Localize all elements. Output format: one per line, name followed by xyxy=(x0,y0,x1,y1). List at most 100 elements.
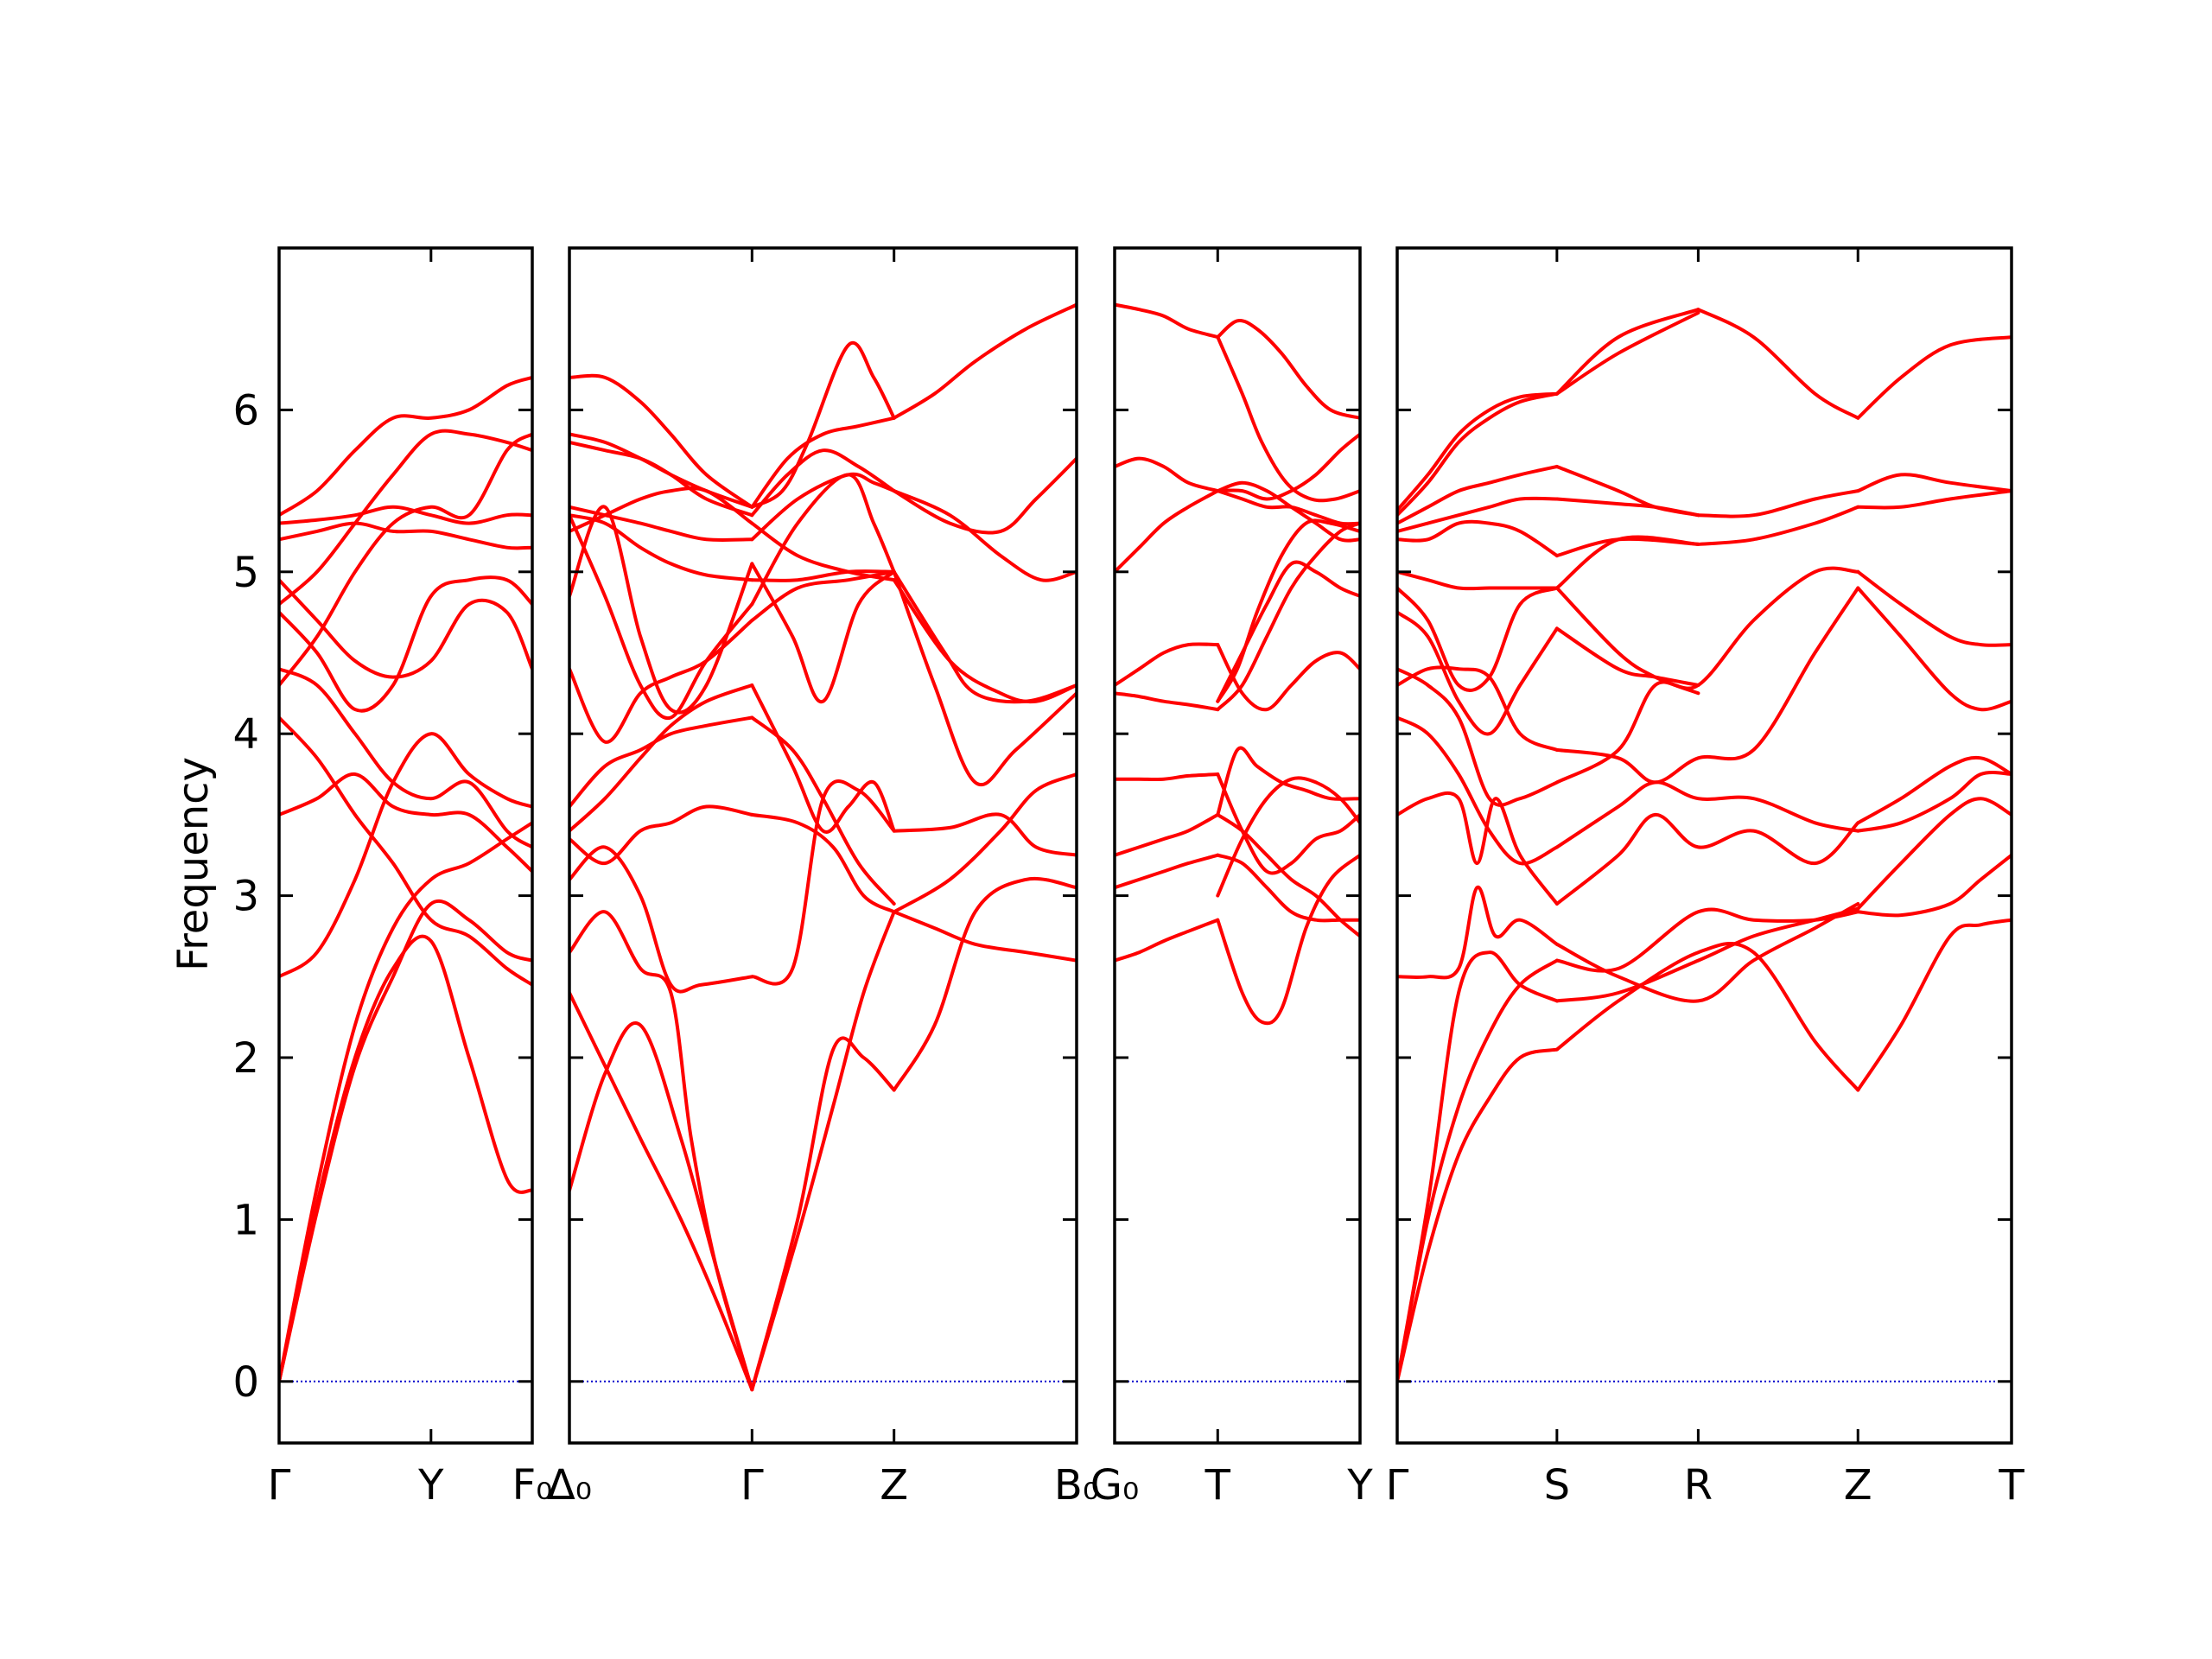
band-line xyxy=(1397,519,1559,558)
band-line xyxy=(750,562,896,703)
band-line xyxy=(1115,918,1220,963)
band-line xyxy=(892,876,1077,1092)
band-line xyxy=(279,575,532,713)
band-line xyxy=(279,715,532,987)
band-line xyxy=(1554,906,1860,1003)
x-tick-label: Y xyxy=(417,1461,444,1510)
band-line xyxy=(892,489,1077,582)
band-line xyxy=(750,569,896,582)
band-line xyxy=(1216,772,1360,875)
band-line xyxy=(1115,772,1220,781)
x-tick-label: B₀ xyxy=(1054,1461,1099,1510)
band-line xyxy=(750,472,896,542)
x-tick-label: Γ xyxy=(1386,1461,1409,1510)
band-line xyxy=(1115,456,1220,493)
band-line xyxy=(1696,489,1860,518)
band-line xyxy=(1554,626,1700,687)
band-line xyxy=(569,804,754,866)
band-line xyxy=(1216,319,1360,420)
band-line xyxy=(1115,302,1220,340)
band-line xyxy=(1397,958,1559,1383)
band-line xyxy=(1856,918,2012,1092)
band-line xyxy=(750,715,896,906)
band-line xyxy=(1554,311,1700,396)
band-line xyxy=(279,429,532,607)
band-line xyxy=(1397,465,1559,525)
band-line xyxy=(1856,489,2012,510)
band-line xyxy=(892,569,1077,786)
band-line xyxy=(1554,586,1860,785)
band-line xyxy=(1115,853,1220,890)
x-tick-label: Y xyxy=(1346,1461,1373,1510)
y-tick-label: 6 xyxy=(232,386,259,435)
y-tick-label: 1 xyxy=(232,1196,259,1244)
band-line xyxy=(1856,853,2012,918)
bands xyxy=(1115,302,1360,1026)
panel-frame xyxy=(1113,246,1362,1445)
band-line xyxy=(1115,812,1220,857)
band-line xyxy=(1554,780,1860,849)
band-line xyxy=(569,373,754,509)
panel-frame xyxy=(1395,246,2013,1445)
band-line xyxy=(1554,566,1860,785)
bands xyxy=(279,375,532,1383)
x-tick-label: Δ₀ xyxy=(547,1461,592,1510)
band-line xyxy=(750,779,896,986)
band-line xyxy=(569,440,754,518)
band-line xyxy=(1856,797,2012,911)
band-line xyxy=(1856,586,2012,712)
band-line xyxy=(569,505,754,543)
band-line xyxy=(750,416,896,509)
band-line xyxy=(1216,560,1360,703)
x-tick-label: S xyxy=(1544,1461,1570,1510)
band-line xyxy=(569,1021,754,1392)
band-line xyxy=(892,578,1077,704)
band-line xyxy=(892,569,1077,704)
band-line xyxy=(892,910,1077,963)
band-line xyxy=(1856,770,2012,833)
band-line xyxy=(279,899,532,1383)
band-line xyxy=(279,821,532,1383)
bands xyxy=(1397,308,2012,1383)
band-line xyxy=(1397,665,1559,752)
band-line xyxy=(1554,907,1860,973)
band-line xyxy=(1216,480,1360,543)
band-line xyxy=(569,505,754,715)
band-line xyxy=(569,845,754,994)
panel-frame xyxy=(277,246,534,1445)
band-line xyxy=(1397,667,1559,807)
band-line xyxy=(569,513,754,721)
band-line xyxy=(569,991,754,1392)
band-line xyxy=(892,812,1077,857)
band-line xyxy=(1554,942,1860,1092)
band-line xyxy=(750,910,896,1392)
y-tick-label: 4 xyxy=(232,710,259,759)
panel-frame xyxy=(568,246,1078,1445)
band-line xyxy=(1554,902,1860,1003)
band-line xyxy=(1216,432,1360,501)
band-line xyxy=(1216,518,1360,703)
band-line xyxy=(1554,537,1700,558)
band-line xyxy=(1216,853,1360,1026)
band-line xyxy=(750,812,896,914)
band-line xyxy=(750,448,896,518)
band-line xyxy=(1696,308,1860,420)
band-line xyxy=(1397,391,1559,518)
band-line xyxy=(279,521,532,550)
band-line xyxy=(1216,643,1360,712)
y-tick-label: 3 xyxy=(232,873,259,921)
x-tick-label: R xyxy=(1684,1461,1713,1510)
band-line xyxy=(569,910,754,1392)
band-line xyxy=(750,521,896,582)
band-line xyxy=(1216,776,1360,898)
band-line xyxy=(1216,335,1360,503)
band-line xyxy=(750,1036,896,1392)
band-line xyxy=(892,302,1077,420)
band-line xyxy=(1397,586,1559,692)
band-line xyxy=(569,432,754,509)
band-line xyxy=(750,340,896,509)
band-line xyxy=(1856,473,2012,493)
band-line xyxy=(569,486,754,533)
